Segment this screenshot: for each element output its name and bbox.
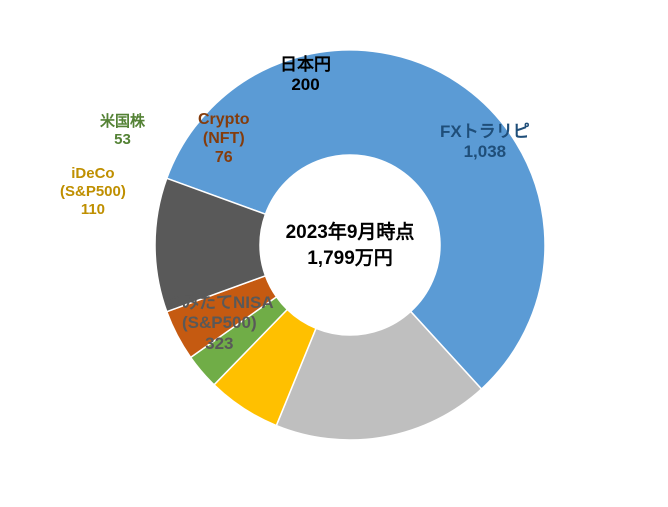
donut-chart-svg bbox=[0, 0, 668, 507]
donut-chart: 2023年9月時点 1,799万円 FXトラリピ1,038つみたてNISA(S&… bbox=[0, 0, 668, 507]
